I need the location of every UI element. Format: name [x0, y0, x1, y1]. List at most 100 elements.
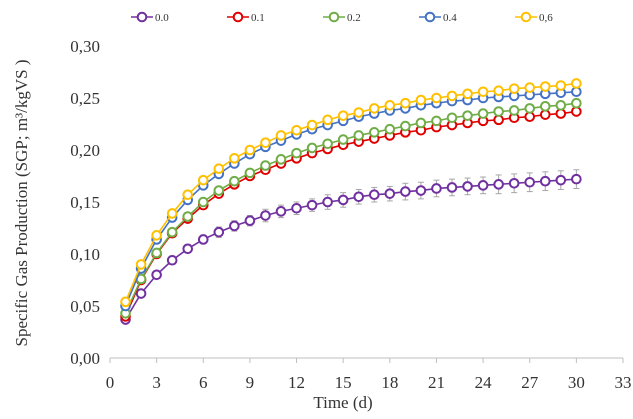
data-point	[182, 211, 194, 222]
y-tick-label: 0,30	[70, 37, 100, 56]
data-point	[400, 186, 411, 197]
data-point	[182, 243, 194, 255]
data-point	[477, 180, 489, 191]
x-tick-label: 30	[568, 373, 585, 392]
data-point	[400, 97, 411, 109]
data-point	[244, 167, 256, 179]
data-point	[462, 88, 473, 100]
axis-labels: Time (d) Specific Gas Production (SGP; m…	[12, 60, 373, 413]
data-point	[260, 210, 271, 221]
data-point	[306, 142, 318, 154]
y-tick-label: 0,25	[70, 89, 100, 108]
legend-label: 0.4	[443, 12, 457, 24]
data-point	[400, 120, 411, 132]
legend-marker	[520, 11, 532, 23]
data-point	[368, 103, 380, 114]
data-point	[524, 82, 536, 93]
data-point	[415, 94, 427, 106]
data-point	[260, 160, 271, 171]
data-point	[197, 174, 209, 186]
data-point	[229, 153, 240, 164]
series-0-2	[120, 97, 582, 319]
data-point	[275, 206, 287, 217]
data-point	[166, 226, 178, 238]
axes: 0 3 6 9 12 15 18 21 24 27 30 33 0,00 0,05 0,10 0,15 0,20…	[70, 37, 631, 392]
series-line	[124, 178, 577, 320]
x-tick-label: 21	[428, 373, 445, 392]
data-point	[539, 175, 551, 187]
x-tick-label: 27	[521, 373, 539, 392]
data-point	[229, 175, 240, 187]
data-point	[306, 199, 318, 211]
data-point	[524, 103, 536, 114]
data-point	[415, 117, 427, 129]
data-point	[431, 115, 442, 127]
data-point	[571, 78, 582, 89]
data-point	[322, 196, 333, 208]
data-point	[462, 181, 473, 192]
x-tick-label: 3	[152, 373, 161, 392]
plot-area	[120, 78, 582, 325]
legend-item: 0.0	[131, 11, 169, 24]
data-point	[213, 163, 225, 175]
data-point	[197, 234, 209, 245]
data-point	[322, 114, 333, 126]
data-point	[306, 119, 318, 131]
data-point	[151, 269, 162, 281]
series-0-6	[120, 78, 582, 308]
data-point	[571, 106, 582, 117]
data-point	[431, 183, 442, 194]
data-point	[291, 124, 302, 136]
legend-item: 0,6	[515, 11, 553, 24]
data-point	[275, 130, 287, 141]
data-point	[508, 105, 520, 116]
legend-item: 0.1	[227, 11, 265, 24]
data-point	[291, 202, 302, 214]
data-point	[446, 112, 458, 124]
data-point	[524, 111, 536, 123]
data-point	[151, 229, 162, 241]
data-point	[166, 208, 178, 219]
data-point	[555, 99, 567, 111]
data-point	[524, 176, 536, 188]
legend-item: 0.4	[419, 11, 457, 24]
data-point	[151, 247, 162, 259]
legend-label: 0.1	[251, 12, 265, 24]
data-point	[384, 188, 396, 199]
x-tick-label: 6	[199, 373, 208, 392]
data-point	[539, 81, 551, 92]
series-line	[124, 110, 577, 317]
data-point	[555, 80, 567, 91]
data-point	[166, 254, 178, 266]
legend-label: 0.0	[155, 12, 169, 24]
x-tick-label: 12	[288, 373, 305, 392]
data-point	[446, 90, 458, 102]
data-point	[229, 220, 240, 232]
data-point	[384, 99, 396, 111]
data-point	[431, 92, 442, 104]
y-tick-label: 0,10	[70, 245, 100, 264]
data-point	[477, 86, 489, 98]
series-line	[124, 82, 577, 303]
data-point	[477, 108, 489, 119]
legend-marker	[136, 11, 148, 23]
data-point	[508, 83, 520, 94]
data-point	[213, 185, 225, 196]
data-point	[244, 215, 256, 227]
data-point	[493, 114, 504, 126]
data-point	[135, 259, 147, 270]
data-point	[571, 86, 582, 98]
data-point	[571, 97, 582, 109]
data-point	[368, 189, 380, 201]
x-tick-label: 0	[106, 373, 115, 392]
data-point	[493, 85, 504, 97]
data-point	[493, 179, 504, 190]
y-tick-label: 0,15	[70, 193, 100, 212]
data-point	[337, 134, 349, 145]
x-tick-label: 9	[246, 373, 255, 392]
data-point	[182, 189, 194, 201]
data-point	[555, 108, 567, 119]
data-point	[555, 174, 567, 186]
data-point	[291, 147, 302, 159]
